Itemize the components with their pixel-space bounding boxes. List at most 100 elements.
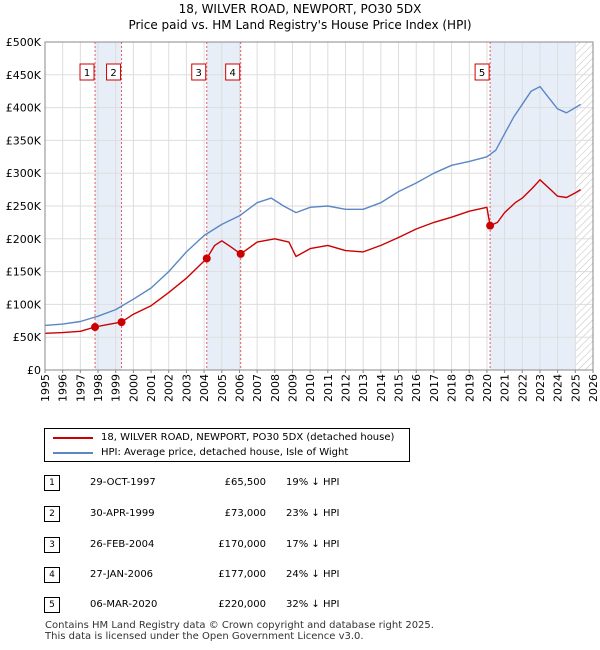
- sale-label-number: 2: [110, 68, 116, 79]
- x-tick-label: 2004: [198, 374, 211, 402]
- y-tick-label: £100K: [6, 298, 42, 311]
- legend-swatch-blue: [53, 452, 93, 454]
- x-tick-label: 2025: [569, 374, 582, 402]
- x-tick-label: 1999: [110, 374, 123, 402]
- sale-point: [202, 254, 211, 263]
- x-tick-label: 2022: [516, 374, 529, 402]
- legend-label-property: 18, WILVER ROAD, NEWPORT, PO30 5DX (deta…: [101, 432, 395, 443]
- x-tick-label: 2012: [340, 374, 353, 402]
- sale-point: [117, 318, 126, 327]
- x-tick-label: 2019: [463, 374, 476, 402]
- x-tick-label: 2023: [534, 374, 547, 402]
- sale-point: [91, 323, 100, 332]
- x-tick-label: 2017: [428, 374, 441, 402]
- legend: 18, WILVER ROAD, NEWPORT, PO30 5DX (deta…: [44, 428, 410, 462]
- y-tick-label: £150K: [6, 266, 42, 279]
- sale-label-number: 5: [479, 68, 485, 79]
- sale-price: £65,500: [224, 477, 266, 488]
- sale-label-frame: [191, 63, 207, 81]
- y-tick-label: £400K: [6, 102, 42, 115]
- sale-label-frame: [225, 63, 241, 81]
- x-tick-label: 2008: [269, 374, 282, 402]
- x-tick-label: 2006: [233, 374, 246, 402]
- sale-label-frame: [79, 63, 95, 81]
- sale-date: 29-OCT-1997: [90, 477, 156, 488]
- sale-date: 30-APR-1999: [90, 508, 155, 519]
- sale-number-badge: 1: [44, 475, 60, 491]
- x-tick-label: 2015: [393, 374, 406, 402]
- y-tick-label: £0: [27, 364, 41, 377]
- y-tick-label: £350K: [6, 134, 42, 147]
- sale-hpi-diff: 24% ↓ HPI: [286, 569, 340, 580]
- sale-number-badge: 5: [44, 597, 60, 613]
- sale-label-frame: [474, 63, 490, 81]
- x-tick-label: 2002: [163, 374, 176, 402]
- sale-label-box: 4: [225, 63, 241, 81]
- series-line-hpi: [44, 85, 581, 327]
- x-tick-label: 1998: [92, 374, 105, 402]
- x-tick-label: 2003: [180, 374, 193, 402]
- table-row: 3 26-FEB-2004 £170,000 17% ↓ HPI: [44, 537, 444, 553]
- y-tick-label: £250K: [6, 200, 42, 213]
- table-row: 1 29-OCT-1997 £65,500 19% ↓ HPI: [44, 475, 444, 491]
- x-tick-label: 2001: [145, 374, 158, 402]
- sale-hpi-diff: 19% ↓ HPI: [286, 477, 340, 488]
- legend-swatch-red: [53, 437, 93, 439]
- sale-price: £177,000: [218, 569, 266, 580]
- y-tick-label: £450K: [6, 69, 42, 82]
- x-tick-label: 2011: [322, 374, 335, 402]
- legend-label-hpi: HPI: Average price, detached house, Isle…: [101, 447, 349, 458]
- footer-copyright: Contains HM Land Registry data © Crown c…: [45, 620, 434, 631]
- sale-label-box: 1: [79, 63, 95, 81]
- x-tick-label: 2024: [552, 374, 565, 402]
- chart-subtitle: Price paid vs. HM Land Registry's House …: [128, 18, 472, 32]
- sale-label-number: 1: [84, 68, 90, 79]
- sale-price: £73,000: [224, 508, 266, 519]
- x-tick-label: 1995: [39, 374, 52, 402]
- x-tick-label: 1996: [57, 374, 70, 402]
- table-row: 5 06-MAR-2020 £220,000 32% ↓ HPI: [44, 597, 444, 613]
- sale-number-badge: 4: [44, 567, 60, 583]
- x-tick-label: 2007: [251, 374, 264, 402]
- sale-label-number: 4: [230, 68, 236, 79]
- x-tick-label: 2009: [286, 374, 299, 402]
- sale-label-box: 3: [191, 63, 207, 81]
- sale-price: £220,000: [218, 599, 266, 610]
- series-line-property: [44, 179, 581, 334]
- x-tick-label: 2013: [357, 374, 370, 402]
- y-tick-label: £200K: [6, 233, 42, 246]
- sale-date: 26-FEB-2004: [90, 539, 155, 550]
- x-tick-label: 1997: [74, 374, 87, 402]
- x-tick-label: 2000: [127, 374, 140, 402]
- sale-label-box: 5: [474, 63, 490, 81]
- sale-label-frame: [106, 63, 122, 81]
- sale-date: 27-JAN-2006: [90, 569, 154, 580]
- x-tick-label: 2016: [410, 374, 423, 402]
- x-tick-label: 2014: [375, 374, 388, 402]
- sale-label-number: 3: [196, 68, 202, 79]
- sale-price: £170,000: [218, 539, 266, 550]
- x-tick-label: 2005: [216, 374, 229, 402]
- sale-number-badge: 3: [44, 537, 60, 553]
- sale-point: [236, 249, 245, 258]
- price-chart: 1 2 3 4 5 £0 £50K £100K £150K £200K £250K £300K £350…: [6, 36, 600, 402]
- x-tick-label: 2020: [481, 374, 494, 402]
- sale-point: [486, 221, 495, 230]
- x-tick-label: 2026: [587, 374, 600, 402]
- table-row: 2 30-APR-1999 £73,000 23% ↓ HPI: [44, 506, 444, 522]
- sale-hpi-diff: 23% ↓ HPI: [286, 508, 340, 519]
- footer-licence: This data is licensed under the Open Gov…: [45, 631, 364, 642]
- y-tick-label: £50K: [13, 331, 42, 344]
- y-tick-label: £500K: [6, 36, 42, 49]
- x-tick-label: 2021: [499, 374, 512, 402]
- y-tick-label: £300K: [6, 167, 42, 180]
- x-tick-label: 2010: [304, 374, 317, 402]
- sale-date: 06-MAR-2020: [90, 599, 158, 610]
- x-tick-label: 2018: [446, 374, 459, 402]
- chart-title: 18, WILVER ROAD, NEWPORT, PO30 5DX: [178, 2, 422, 16]
- sale-hpi-diff: 32% ↓ HPI: [286, 599, 340, 610]
- plot-frame: [44, 41, 594, 371]
- sale-hpi-diff: 17% ↓ HPI: [286, 539, 340, 550]
- sale-number-badge: 2: [44, 506, 60, 522]
- table-row: 4 27-JAN-2006 £177,000 24% ↓ HPI: [44, 567, 444, 583]
